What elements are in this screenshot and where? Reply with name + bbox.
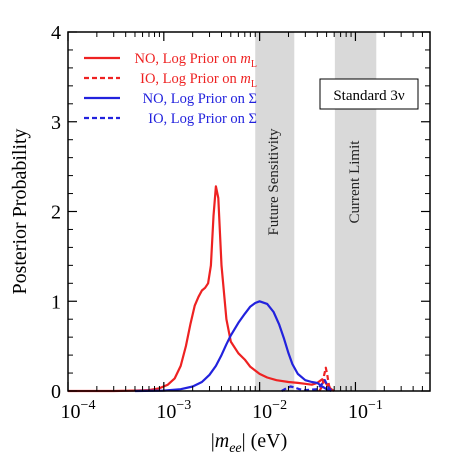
legend-label-sub: L [251, 79, 257, 90]
x-tick-label-2: 10−2 [252, 398, 287, 423]
legend-label-symbol: Σ [249, 91, 257, 107]
x-tick-exp: −3 [176, 398, 191, 413]
annotation-frame [319, 78, 419, 110]
x-tick-base: 10 [61, 401, 81, 423]
legend-label-text: NO, Log Prior on [134, 51, 240, 67]
legend-label-text: NO, Log Prior on [143, 91, 249, 107]
legend-label-symbol: m [240, 51, 250, 67]
x-axis-title-sub: ee [229, 441, 241, 456]
x-tick-base: 10 [156, 401, 176, 423]
y-tick-label-2: 2 [51, 202, 61, 224]
band-label-1: Current Limit [347, 140, 363, 224]
legend-label-1: IO, Log Prior on mL [140, 71, 257, 90]
legend-label-sub: L [251, 59, 257, 70]
x-tick-exp: −4 [81, 398, 96, 413]
annotation-text: Standard 3ν [333, 88, 405, 104]
x-axis-title: |mee| (eV) [211, 430, 288, 456]
series-line-2 [134, 300, 332, 393]
x-tick-label-0: 10−4 [61, 398, 96, 423]
x-axis-title-unit: | (eV) [242, 430, 288, 452]
y-tick-label-3: 3 [51, 112, 61, 134]
band-0 [255, 32, 295, 391]
legend-label-2: NO, Log Prior on Σ [143, 91, 257, 107]
y-tick-label-1: 1 [51, 291, 61, 313]
series-line-1 [318, 366, 333, 392]
series-line-3 [281, 379, 333, 392]
x-tick-exp: −2 [272, 398, 287, 413]
x-tick-label-3: 10−1 [348, 398, 383, 423]
x-tick-label-1: 10−3 [156, 398, 191, 423]
x-axis-title-m: m [215, 430, 229, 452]
labels-layer: |mee| (eV) Posterior Probability [9, 128, 287, 456]
legend-label-0: NO, Log Prior on mL [134, 51, 257, 70]
x-axis-title-bar: | [211, 430, 215, 452]
x-tick-base: 10 [252, 401, 272, 423]
series-layer [68, 185, 335, 393]
y-tick-label-0: 0 [51, 381, 61, 403]
annotation-box: Standard 3ν [319, 78, 419, 110]
legend-label-text: IO, Log Prior on [148, 111, 248, 127]
y-tick-label-4: 4 [51, 22, 61, 44]
legend-label-text: IO, Log Prior on [140, 71, 240, 87]
x-tick-exp: −1 [368, 398, 383, 413]
legend-label-3: IO, Log Prior on Σ [148, 111, 257, 127]
band-label-0: Future Sensitivity [266, 128, 282, 236]
legend-label-symbol: m [240, 71, 250, 87]
x-tick-base: 10 [348, 401, 368, 423]
y-axis-title: Posterior Probability [9, 128, 31, 294]
legend-label-symbol: Σ [249, 111, 257, 127]
series-line-0 [68, 185, 335, 393]
